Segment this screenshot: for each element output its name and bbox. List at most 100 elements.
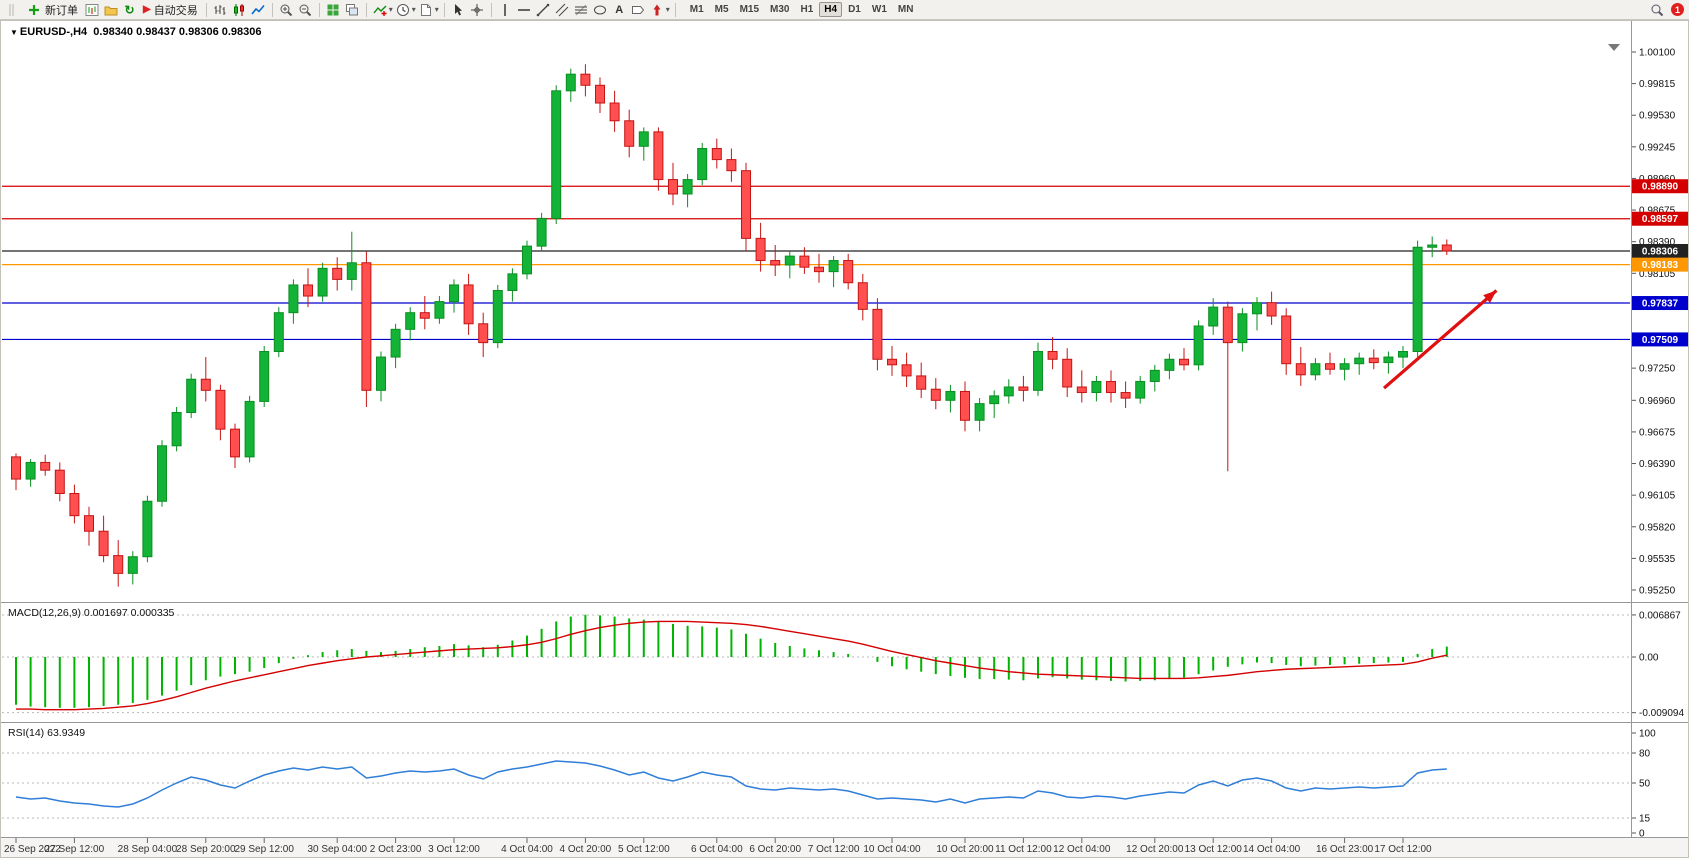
candle-up	[1310, 363, 1321, 376]
auto-trading-button[interactable]: ▶ 自动交易	[140, 1, 201, 19]
profiles-button[interactable]	[102, 1, 119, 18]
time-axis-label: 27 Sep 12:00	[45, 844, 105, 855]
arrows-icon	[653, 4, 661, 15]
indicators-button[interactable]	[372, 1, 389, 18]
chart-shift-marker[interactable]	[1608, 44, 1620, 51]
toolbar-separator	[365, 2, 367, 17]
candle-down	[595, 84, 605, 104]
timeframe-button-m5[interactable]: M5	[714, 4, 729, 15]
candle-up	[1398, 351, 1408, 358]
bar-chart-icon	[214, 4, 226, 15]
chart-window[interactable]: 1.001000.998150.995300.992450.989600.986…	[0, 20, 1689, 858]
symbol-dropdown-icon[interactable]: ▼	[10, 28, 18, 37]
tile-windows-button[interactable]	[325, 1, 342, 18]
price-line-label-bg	[1632, 257, 1688, 272]
crosshair-button[interactable]	[469, 1, 486, 18]
rsi-axis-label: 80	[1639, 749, 1651, 760]
fibonacci-button[interactable]	[573, 1, 590, 18]
candle-up	[682, 179, 693, 195]
templates-dropdown-icon[interactable]: ▾	[434, 5, 439, 14]
candle-down	[1281, 315, 1292, 365]
timeframe-button-w1[interactable]: W1	[871, 4, 887, 15]
candle-up	[376, 356, 386, 391]
new-order-button[interactable]: 新订单	[22, 1, 81, 19]
shapes-button[interactable]	[592, 1, 609, 18]
timeframe-button-mn[interactable]: MN	[897, 4, 914, 15]
label-button[interactable]	[630, 1, 647, 18]
channel-button[interactable]	[554, 1, 571, 18]
toolbar-drag-handle[interactable]	[3, 1, 20, 18]
price-tick-label: 0.97250	[1639, 364, 1676, 375]
candle-down	[98, 530, 109, 557]
search-button[interactable]	[1648, 1, 1665, 18]
time-axis-label: 5 Oct 12:00	[618, 844, 670, 855]
candle-up	[638, 131, 649, 147]
candle-down	[887, 358, 897, 366]
candle-up	[1427, 244, 1438, 248]
bar-chart-button[interactable]	[212, 1, 229, 18]
time-axis-label: 4 Oct 04:00	[501, 844, 553, 855]
price-tick-label: 0.96960	[1639, 396, 1676, 407]
candle-up	[1252, 302, 1262, 315]
refresh-button[interactable]: ↻	[121, 1, 138, 18]
price-tick-label: 0.95820	[1639, 522, 1676, 533]
timeframe-button-m30[interactable]: M30	[770, 4, 790, 15]
candlestick-chart-button[interactable]	[231, 1, 248, 18]
trend-arrow[interactable]	[1382, 289, 1498, 390]
rsi-value: 63.9349	[47, 727, 86, 739]
candle-up	[171, 412, 182, 447]
candle-down	[40, 461, 51, 471]
macd-axis-label: 0.00	[1639, 653, 1659, 664]
periods-icon	[397, 3, 410, 16]
candle-down	[1368, 357, 1379, 364]
candle-up	[1193, 325, 1204, 366]
macd-axis-label: -0.009094	[1639, 708, 1684, 719]
notification-badge[interactable]: 1	[1671, 3, 1684, 16]
candle-up	[989, 395, 1000, 405]
trend-line-button[interactable]	[535, 1, 552, 18]
candle-down	[54, 469, 65, 494]
candle-down	[463, 284, 474, 325]
arrows-dropdown-icon[interactable]: ▾	[665, 5, 670, 14]
candle-up	[405, 312, 416, 330]
time-axis-label: 26 Sep 2022	[4, 844, 61, 855]
cursor-button[interactable]	[450, 1, 467, 18]
price-line-label: 0.97837	[1642, 299, 1679, 310]
search-icon	[1651, 4, 1663, 16]
arrows-button[interactable]	[649, 1, 666, 18]
zoom-in-button[interactable]	[278, 1, 295, 18]
zoom-out-button[interactable]	[297, 1, 314, 18]
candle-down	[872, 308, 883, 360]
candle-up	[945, 390, 956, 401]
vertical-line-button[interactable]	[497, 1, 514, 18]
candle-down	[1295, 363, 1306, 376]
candle-up	[186, 378, 197, 414]
line-chart-button[interactable]	[250, 1, 267, 18]
time-axis-label: 10 Oct 20:00	[936, 844, 994, 855]
chart-window-button[interactable]	[83, 1, 100, 18]
templates-button[interactable]	[418, 1, 435, 18]
text-button[interactable]: A	[611, 1, 628, 18]
price-tick-label: 0.98105	[1639, 269, 1676, 280]
time-axis-label: 7 Oct 12:00	[808, 844, 860, 855]
time-axis-label: 3 Oct 12:00	[428, 844, 480, 855]
candle-down	[960, 390, 970, 421]
rsi-axis-label: 15	[1639, 814, 1651, 825]
timeframe-button-h1[interactable]: H1	[800, 4, 814, 15]
chart-canvas[interactable]: 1.001000.998150.995300.992450.989600.986…	[0, 20, 1689, 858]
periods-dropdown-icon[interactable]: ▾	[411, 5, 416, 14]
timeframe-button-m15[interactable]: M15	[739, 4, 760, 15]
time-axis-label: 11 Oct 12:00	[995, 844, 1052, 855]
timeframe-button-h4[interactable]: H4	[819, 2, 843, 17]
cascade-windows-button[interactable]	[344, 1, 361, 18]
price-tick-label: 0.98675	[1639, 206, 1676, 217]
candle-up	[1091, 380, 1102, 394]
candle-up	[1412, 246, 1423, 353]
candle-down	[726, 159, 737, 172]
horizontal-line-button[interactable]	[516, 1, 533, 18]
timeframe-button-m1[interactable]: M1	[689, 4, 704, 15]
indicators-dropdown-icon[interactable]: ▾	[388, 5, 393, 14]
periods-button[interactable]	[395, 1, 412, 18]
timeframe-button-d1[interactable]: D1	[848, 4, 861, 15]
candle-down	[11, 456, 21, 480]
